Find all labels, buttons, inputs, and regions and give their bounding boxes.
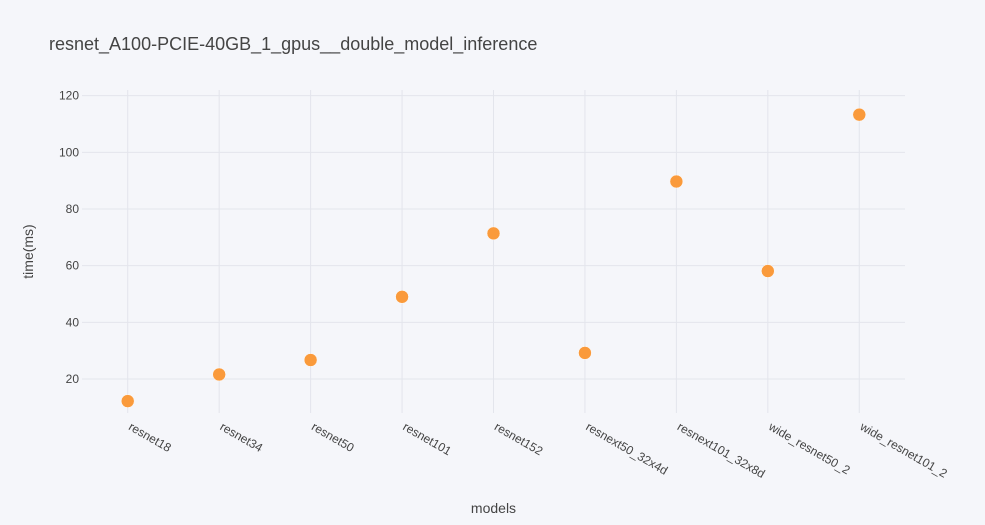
y-tick-label: 40 (66, 315, 80, 329)
x-tick-label: resnet50 (309, 419, 357, 455)
y-axis-title: time(ms) (20, 224, 36, 278)
data-point (120, 394, 135, 408)
x-axis-title: models (471, 500, 516, 516)
x-tick-label: resnext50_32x4d (583, 419, 670, 477)
x-tick-label: resnet101 (401, 419, 455, 458)
data-point (761, 264, 775, 278)
x-tick-label: resnet34 (218, 419, 266, 455)
y-tick-label: 100 (59, 145, 79, 159)
data-point (212, 367, 226, 382)
data-point (669, 174, 684, 189)
y-tick-labels: 20 40 60 80 100 120 (59, 89, 79, 386)
y-tick-label: 20 (66, 372, 80, 386)
y-tick-label: 120 (59, 89, 79, 103)
y-tick-label: 60 (66, 259, 80, 273)
y-tick-label: 80 (66, 202, 80, 216)
x-tick-label: wide_resnet50_2 (765, 419, 852, 477)
x-tick-label: resnet152 (492, 419, 546, 458)
data-point (395, 290, 409, 304)
data-point (852, 107, 867, 122)
data-point (578, 346, 592, 360)
data-points (120, 107, 867, 408)
data-point (486, 226, 501, 241)
x-gridlines (127, 90, 860, 413)
x-tick-label: resnet18 (126, 419, 174, 455)
x-tick-label: resnext101_32x8d (675, 419, 768, 480)
x-tick-labels: resnet18 resnet34 resnet50 resnet101 resnet1… (126, 419, 950, 481)
x-tick-label: wide_resnet101_2 (857, 419, 950, 481)
chart-title: resnet_A100-PCIE-40GB_1_gpus__double_mod… (49, 34, 538, 54)
data-point (303, 353, 318, 367)
